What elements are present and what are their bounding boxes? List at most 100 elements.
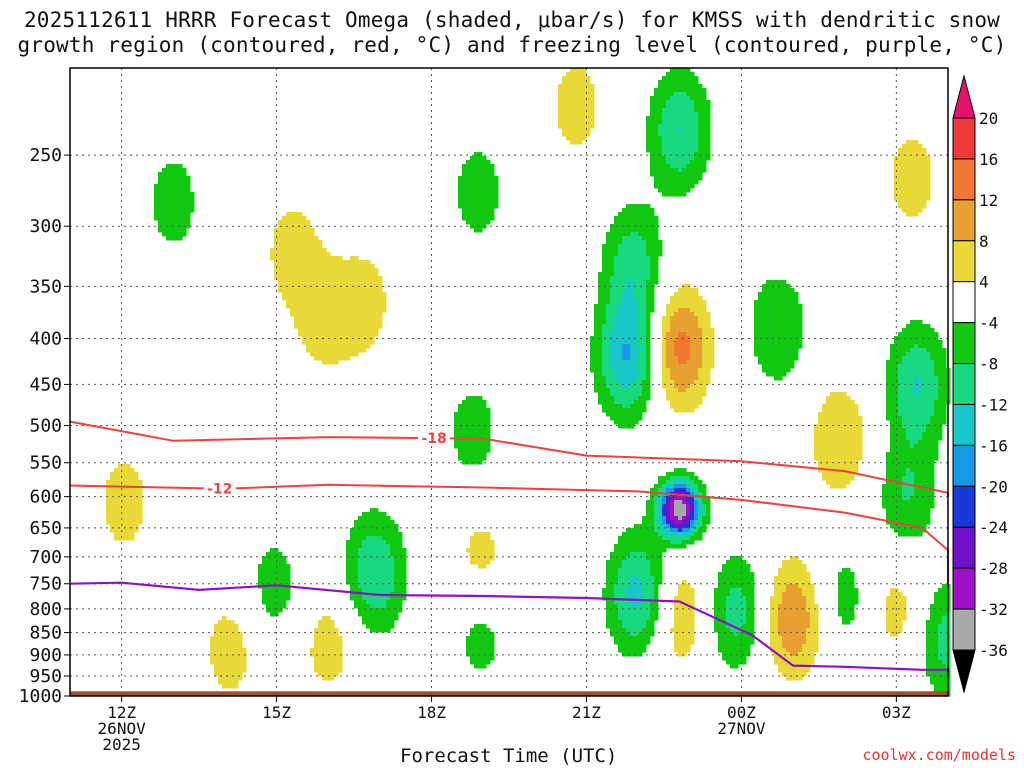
omega-cell bbox=[922, 204, 927, 209]
omega-cell bbox=[182, 208, 187, 213]
omega-cell bbox=[702, 380, 707, 385]
omega-cell bbox=[458, 432, 463, 437]
omega-cell bbox=[638, 412, 643, 417]
omega-cell bbox=[474, 168, 479, 173]
omega-cell bbox=[666, 540, 671, 545]
omega-cell bbox=[482, 192, 487, 197]
omega-cell bbox=[690, 516, 695, 521]
omega-cell bbox=[646, 396, 651, 401]
omega-cell bbox=[358, 312, 363, 317]
omega-cell bbox=[474, 404, 479, 409]
omega-cell bbox=[658, 108, 663, 113]
omega-cell bbox=[918, 364, 923, 369]
omega-cell bbox=[598, 336, 603, 341]
omega-cell bbox=[298, 268, 303, 273]
omega-cell bbox=[682, 168, 687, 173]
omega-cell bbox=[766, 324, 771, 329]
omega-cell bbox=[782, 312, 787, 317]
omega-cell bbox=[638, 248, 643, 253]
omega-cell bbox=[470, 420, 475, 425]
omega-cell bbox=[374, 544, 379, 549]
omega-cell bbox=[378, 568, 383, 573]
omega-cell bbox=[602, 308, 607, 313]
omega-cell bbox=[662, 504, 667, 509]
omega-cell bbox=[938, 388, 943, 393]
omega-cell bbox=[674, 404, 679, 409]
omega-cell bbox=[666, 312, 671, 317]
omega-cell bbox=[642, 376, 647, 381]
omega-cell bbox=[106, 488, 111, 493]
omega-cell bbox=[618, 288, 623, 293]
omega-cell bbox=[354, 288, 359, 293]
omega-cell bbox=[490, 192, 495, 197]
omega-cell bbox=[914, 416, 919, 421]
omega-cell bbox=[570, 132, 575, 137]
omega-cell bbox=[698, 124, 703, 129]
omega-cell bbox=[778, 572, 783, 577]
omega-cell bbox=[162, 208, 167, 213]
omega-cell bbox=[570, 124, 575, 129]
omega-cell bbox=[622, 536, 627, 541]
omega-cell bbox=[646, 388, 651, 393]
omega-cell bbox=[674, 192, 679, 197]
omega-cell bbox=[562, 100, 567, 105]
omega-cell bbox=[290, 220, 295, 225]
omega-cell bbox=[578, 132, 583, 137]
omega-cell bbox=[310, 228, 315, 233]
omega-cell bbox=[610, 276, 615, 281]
omega-cell bbox=[178, 232, 183, 237]
omega-cell bbox=[478, 180, 483, 185]
omega-cell bbox=[326, 264, 331, 269]
omega-cell bbox=[690, 496, 695, 501]
omega-cell bbox=[622, 412, 627, 417]
omega-cell bbox=[602, 316, 607, 321]
omega-cell bbox=[842, 408, 847, 413]
omega-cell bbox=[658, 132, 663, 137]
omega-cell bbox=[646, 272, 651, 277]
omega-cell bbox=[578, 112, 583, 117]
omega-cell bbox=[702, 108, 707, 113]
omega-cell bbox=[310, 316, 315, 321]
omega-cell bbox=[706, 496, 711, 501]
omega-cell bbox=[914, 196, 919, 201]
omega-cell bbox=[650, 308, 655, 313]
omega-cell bbox=[302, 288, 307, 293]
omega-cell bbox=[670, 500, 675, 505]
omega-cell bbox=[606, 372, 611, 377]
omega-cell bbox=[370, 508, 375, 513]
omega-cell bbox=[122, 476, 127, 481]
omega-cell bbox=[334, 308, 339, 313]
omega-cell bbox=[130, 492, 135, 497]
omega-cell bbox=[614, 572, 619, 577]
omega-cell bbox=[342, 328, 347, 333]
omega-cell bbox=[670, 176, 675, 181]
omega-cell bbox=[322, 340, 327, 345]
omega-cell bbox=[674, 292, 679, 297]
omega-cell bbox=[298, 312, 303, 317]
omega-cell bbox=[462, 180, 467, 185]
omega-cell bbox=[926, 352, 931, 357]
omega-cell bbox=[610, 268, 615, 273]
omega-cell bbox=[330, 304, 335, 309]
omega-cell bbox=[378, 288, 383, 293]
omega-cell bbox=[634, 272, 639, 277]
omega-cell bbox=[578, 124, 583, 129]
omega-cell bbox=[302, 304, 307, 309]
omega-cell bbox=[894, 508, 899, 513]
omega-cell bbox=[326, 332, 331, 337]
omega-cell bbox=[678, 176, 683, 181]
omega-cell bbox=[794, 564, 799, 569]
omega-cell bbox=[318, 300, 323, 305]
omega-cell bbox=[690, 72, 695, 77]
omega-cell bbox=[478, 412, 483, 417]
omega-cell bbox=[318, 308, 323, 313]
omega-cell bbox=[890, 500, 895, 505]
omega-cell bbox=[578, 116, 583, 121]
omega-cell bbox=[118, 488, 123, 493]
omega-cell bbox=[474, 440, 479, 445]
omega-cell bbox=[478, 552, 483, 557]
omega-cell bbox=[910, 176, 915, 181]
omega-cell bbox=[630, 412, 635, 417]
omega-cell bbox=[374, 276, 379, 281]
omega-cell bbox=[918, 440, 923, 445]
